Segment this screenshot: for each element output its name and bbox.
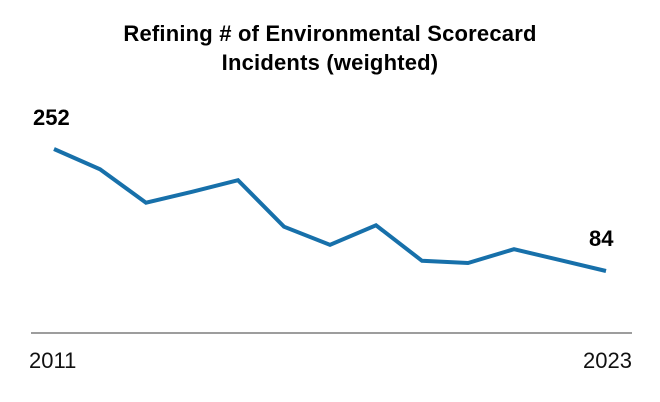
start-value-label: 252 [33, 105, 70, 130]
end-value-label: 84 [589, 226, 614, 251]
chart-title: Refining # of Environmental Scorecard In… [0, 19, 660, 77]
chart-title-line-2: Incidents (weighted) [221, 50, 439, 75]
trend-line [53, 147, 607, 273]
x-tick-label-2023: 2023 [583, 348, 632, 373]
x-axis-line [31, 332, 632, 334]
x-tick-label-2011: 2011 [29, 348, 77, 373]
chart-title-line-1: Refining # of Environmental Scorecard [123, 21, 537, 46]
